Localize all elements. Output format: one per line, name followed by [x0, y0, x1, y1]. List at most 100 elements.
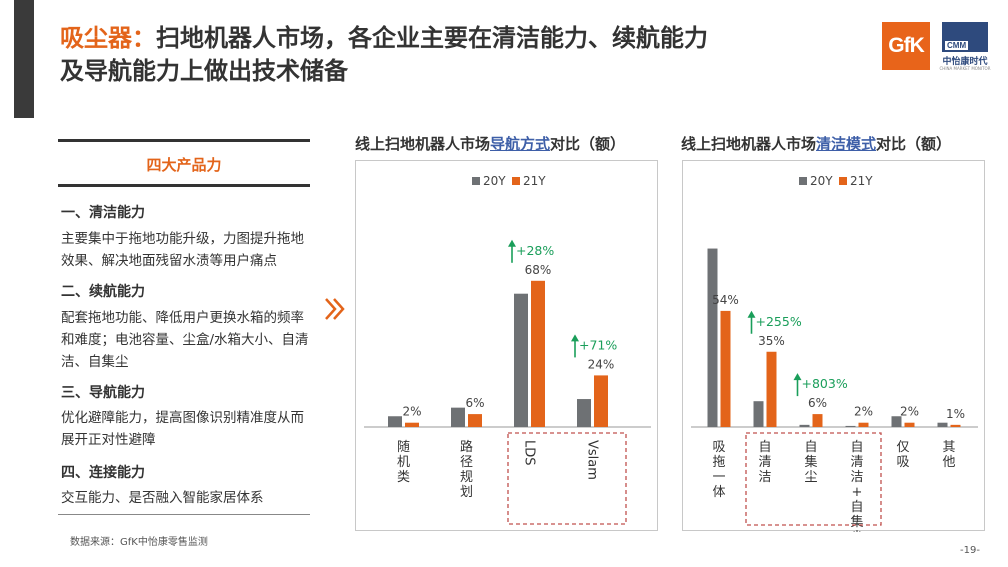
bar-21y-2	[812, 414, 823, 427]
legend-swatch-20y	[472, 177, 480, 185]
data-label-0: 2%	[402, 405, 421, 419]
data-label-4: 2%	[900, 405, 919, 419]
bar-20y-4	[891, 416, 902, 427]
title-prefix: 吸尘器：	[60, 24, 156, 52]
bar-20y-0	[388, 416, 402, 427]
category-label-char: 一	[712, 470, 725, 485]
accent-bar	[14, 0, 34, 118]
chart-nav-title: 线上扫地机器人市场导航方式对比（额）	[355, 133, 625, 154]
growth-arrow-head-1	[747, 310, 756, 318]
data-label-5: 1%	[946, 407, 965, 421]
legend-swatch-21y	[512, 177, 520, 185]
category-label-char: 机	[397, 455, 410, 470]
category-label-char: 其	[942, 440, 955, 455]
growth-label-2: +803%	[802, 376, 848, 391]
category-label-char: 自	[804, 440, 817, 455]
bar-21y-0	[405, 422, 419, 427]
panel-rule-bottom	[58, 514, 310, 515]
bar-21y-0	[720, 310, 731, 427]
bar-21y-3	[858, 422, 869, 427]
category-label-char: 划	[460, 485, 473, 500]
page-title: 吸尘器：扫地机器人市场，各企业主要在清洁能力、续航能力 及导航能力上做出技术储备	[60, 22, 820, 88]
chart-nav-title-pre: 线上扫地机器人市场	[355, 135, 491, 153]
panel-rule-top	[58, 139, 310, 142]
section-title-navigation: 三、导航能力	[61, 385, 145, 401]
growth-label-2: +28%	[516, 243, 554, 258]
data-label-2: 68%	[525, 263, 552, 277]
section-body-connectivity: 交互能力、是否融入智能家居体系	[61, 490, 264, 506]
chart-clean-title-pre: 线上扫地机器人市场	[681, 135, 817, 153]
panel-rule-mid	[58, 184, 310, 187]
data-label-3: 2%	[854, 405, 873, 419]
section-title-cleaning: 一、清洁能力	[61, 205, 145, 221]
category-label-2: LDS	[522, 440, 537, 466]
chart-nav: 20Y 21Y 2% 随机类 6% 路径规划 68% +28% LDS 24% +71% Vslam	[364, 174, 651, 525]
category-label-char: 洁	[758, 470, 771, 485]
chart-nav-frame: 20Y 21Y 2% 随机类 6% 路径规划 68% +28% LDS 24% +71% Vslam	[355, 160, 658, 531]
bar-21y-1	[766, 351, 777, 427]
category-label-char: 仅	[896, 440, 909, 455]
category-label-2: 自集尘	[804, 440, 817, 485]
highlight-box	[507, 432, 627, 525]
legend-swatch-21y	[839, 177, 847, 185]
bar-20y-2	[799, 424, 810, 427]
bar-21y-3	[594, 375, 608, 427]
cmm-logo-mark: CMM	[942, 22, 988, 52]
section-title-connectivity: 四、连接能力	[61, 465, 145, 481]
section-body-navigation: 优化避障能力，提高图像识别精准度从而展开正对性避障	[61, 410, 304, 448]
growth-arrow-head-3	[571, 334, 579, 342]
data-label-3: 24%	[588, 357, 615, 371]
bar-20y-3	[577, 399, 591, 427]
title-line1: 扫地机器人市场，各企业主要在清洁能力、续航能力	[156, 24, 708, 52]
bar-20y-3	[845, 425, 856, 427]
legend-label-20y: 20Y	[810, 174, 833, 188]
category-label-1: 自清洁	[758, 440, 771, 485]
chart-clean-title-hl: 清洁模式	[816, 135, 877, 153]
bar-21y-1	[468, 414, 482, 427]
section-body-cleaning: 主要集中于拖地功能升级，力图提升拖地效果、解决地面残留水渍等用户痛点	[61, 231, 304, 269]
category-label-char: 尘	[804, 470, 817, 485]
cmm-logo: CMM 中怡康时代 CHINA MARKET MONITOR	[938, 22, 992, 72]
category-label-char: 洁	[850, 470, 863, 485]
category-label-char: 自	[758, 440, 771, 455]
category-label-char: 拖	[712, 455, 725, 470]
category-label-char: 类	[397, 470, 410, 485]
category-label-char: 尘	[850, 530, 863, 532]
cmm-logo-cn: 中怡康时代	[942, 57, 988, 67]
data-source: 数据来源：GfK中怡康零售监测	[70, 537, 208, 548]
highlight-box	[745, 432, 882, 526]
category-label-0: 随机类	[397, 440, 410, 485]
cmm-logo-text: CMM	[945, 41, 969, 50]
category-label-char: 径	[460, 455, 473, 470]
bar-20y-2	[514, 293, 528, 427]
growth-arrow-head-2	[508, 239, 516, 247]
legend-label-21y: 21Y	[850, 174, 873, 188]
category-label-char: 集	[850, 514, 863, 530]
chart-clean-frame: 20Y 21Y 54% 吸拖一体 35% +255% 自清洁 6% +803% 自集尘 2% 自清洁+…	[682, 160, 985, 532]
category-label-char: 清	[850, 455, 863, 470]
data-label-0: 54%	[712, 293, 739, 307]
chart-clean-title: 线上扫地机器人市场清洁模式对比（额）	[681, 133, 951, 154]
category-label-char: 吸	[712, 440, 725, 455]
growth-arrow-head-2	[793, 373, 802, 381]
chart-clean: 20Y 21Y54%吸拖一体35%+255%自清洁6%+803%自集尘2%自清洁+…	[691, 174, 978, 532]
growth-label-3: +71%	[579, 337, 617, 352]
page-number: -19-	[960, 545, 980, 556]
category-label-char: 集	[804, 454, 817, 470]
bar-20y-1	[753, 401, 764, 427]
legend-label-20y: 20Y	[483, 174, 506, 188]
panel-heading: 四大产品力	[146, 156, 222, 174]
category-label-5: 其他	[942, 440, 955, 470]
category-label-char: 他	[942, 455, 955, 470]
chart-clean-title-post: 对比（额）	[876, 135, 952, 153]
growth-label-1: +255%	[756, 314, 802, 329]
legend-label-21y: 21Y	[523, 174, 546, 188]
chart-nav-title-post: 对比（额）	[550, 135, 626, 153]
category-label-char: 路	[460, 439, 473, 455]
category-label-char: 吸	[896, 455, 909, 470]
cmm-logo-en: CHINA MARKET MONITOR	[939, 66, 991, 71]
category-label-3: 自清洁+自集尘	[850, 440, 863, 532]
bar-20y-5	[937, 422, 948, 427]
chart-nav-title-hl: 导航方式	[490, 135, 551, 153]
double-chevron-right-icon	[325, 298, 345, 320]
